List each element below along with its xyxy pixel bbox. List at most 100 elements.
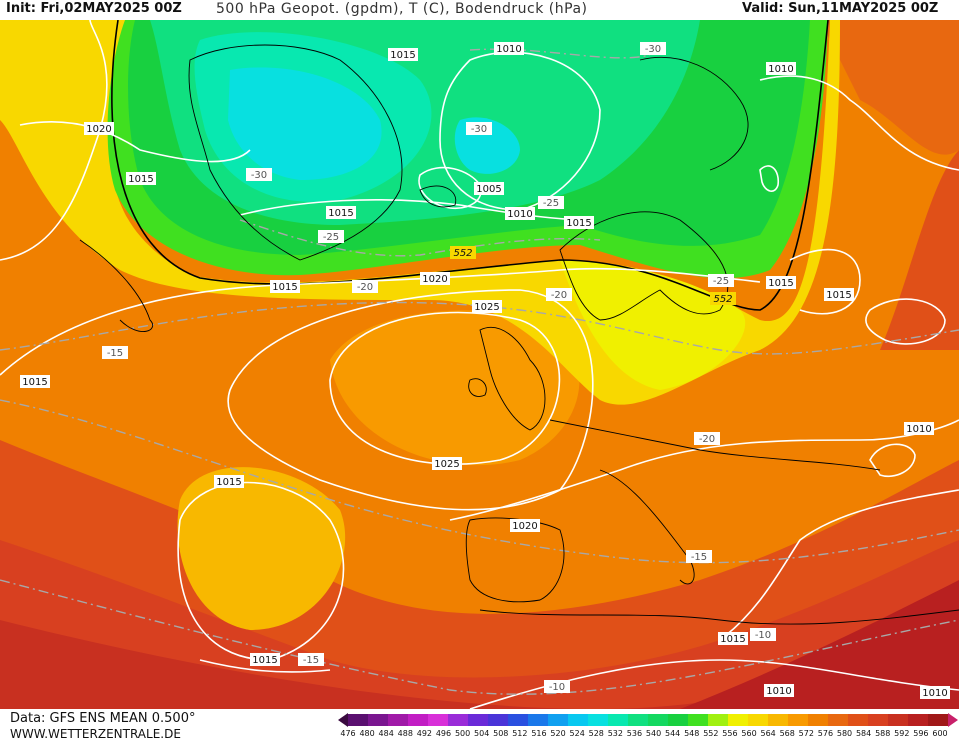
pressure-label: 1010	[766, 62, 796, 75]
isobar-1015-sw	[199, 659, 331, 673]
legend-label: 568	[779, 729, 795, 738]
legend-swatch	[888, 714, 909, 726]
contour-552	[111, 20, 829, 311]
shade-584	[0, 540, 959, 709]
legend-arrow-left	[338, 713, 348, 727]
legend-swatch	[588, 714, 609, 726]
shade-ne	[820, 20, 959, 155]
isobar-1010-ring	[869, 443, 916, 477]
temperature-label: -20	[694, 432, 720, 445]
legend-label: 600	[932, 729, 948, 738]
coast-iceland	[419, 185, 457, 208]
legend-swatch	[928, 714, 949, 726]
legend-swatch	[828, 714, 849, 726]
shade-528-greenland	[228, 67, 382, 180]
isobar-1020-inner	[227, 289, 594, 511]
pressure-label: 1015	[824, 288, 854, 301]
legend-label: 480	[359, 729, 375, 738]
pressure-label: 1015	[718, 632, 748, 645]
svg-text:1020: 1020	[512, 521, 537, 532]
legend-label: 580	[836, 729, 853, 738]
legend-label: 576	[817, 729, 834, 738]
isobar-1015-se	[719, 489, 959, 641]
shade-556-scandinavia	[560, 260, 746, 390]
legend-label: 560	[741, 729, 757, 738]
temperature-label: -10	[544, 680, 570, 693]
temperature-label: -20	[352, 280, 378, 293]
svg-text:-25: -25	[543, 198, 559, 209]
svg-text:-20: -20	[551, 290, 567, 301]
coast-ireland	[468, 378, 487, 397]
pressure-label: 1010	[904, 422, 934, 435]
legend-swatch	[608, 714, 629, 726]
svg-text:1015: 1015	[826, 290, 851, 301]
pressure-label: 1015	[270, 280, 300, 293]
pressure-label: 1025	[472, 300, 502, 313]
svg-text:1025: 1025	[474, 302, 499, 313]
temperature-label: -15	[298, 653, 324, 666]
svg-text:1010: 1010	[906, 424, 931, 435]
pressure-label: 1015	[326, 206, 356, 219]
svg-text:1010: 1010	[766, 686, 791, 697]
isobar-1015-n	[0, 267, 761, 376]
temperature-label: -25	[708, 274, 734, 287]
isotherm-m20	[0, 301, 959, 355]
weather-map: 1015 1010 1010 1020 1015 1005 1015 1010 …	[0, 20, 959, 709]
svg-text:-30: -30	[471, 124, 487, 135]
svg-text:-25: -25	[713, 276, 729, 287]
temperature-label: -30	[640, 42, 666, 55]
legend-swatch	[408, 714, 429, 726]
coast-britain	[479, 326, 546, 431]
svg-text:1015: 1015	[216, 477, 241, 488]
svg-text:1015: 1015	[252, 655, 277, 666]
pressure-label: 1015	[214, 475, 244, 488]
shade-564-atlantic	[177, 467, 346, 630]
isobar-1015-e	[789, 248, 861, 315]
pressure-label: 1020	[510, 519, 540, 532]
legend-label: 488	[397, 729, 413, 738]
temperature-label: -20	[546, 288, 572, 301]
map-footer: Data: GFS ENS MEAN 0.500° WWW.WETTERZENT…	[0, 709, 959, 741]
temperature-label: -10	[750, 628, 776, 641]
pressure-label: 1010	[764, 684, 794, 697]
isobars	[0, 20, 959, 709]
data-source: Data: GFS ENS MEAN 0.500°	[10, 711, 196, 726]
legend-label: 512	[512, 729, 528, 738]
legend-label: 596	[913, 729, 929, 738]
coast-labrador	[79, 239, 153, 332]
coast-europe	[549, 419, 881, 471]
svg-text:1010: 1010	[922, 688, 947, 699]
legend-label: 572	[798, 729, 814, 738]
height-label: 552	[710, 292, 736, 305]
svg-text:1020: 1020	[422, 274, 447, 285]
svg-text:1010: 1010	[496, 44, 521, 55]
legend-swatch	[548, 714, 569, 726]
temperature-label: -30	[466, 122, 492, 135]
legend-label: 516	[531, 729, 547, 738]
isotherm-m15	[0, 399, 959, 564]
coast-italy	[599, 469, 695, 585]
legend-label: 520	[550, 729, 566, 738]
shade-568-high	[330, 310, 580, 466]
pressure-label: 1015	[20, 375, 50, 388]
svg-text:-10: -10	[755, 630, 771, 641]
legend-swatch	[508, 714, 529, 726]
svg-text:-15: -15	[691, 552, 707, 563]
color-legend-labels: 476 480 484 488 492 496 500 504 508 512 516 520 524 5…	[340, 729, 952, 741]
svg-text:-20: -20	[699, 434, 715, 445]
legend-swatch	[868, 714, 889, 726]
isobar-1020-nw	[19, 121, 251, 163]
pressure-label: 1010	[920, 686, 950, 699]
coastlines	[79, 44, 959, 625]
temperature-label: -15	[686, 550, 712, 563]
legend-swatch	[488, 714, 509, 726]
color-legend-bar	[338, 713, 958, 727]
map-title: 500 hPa Geopot. (gpdm), T (C), Bodendruc…	[216, 1, 588, 17]
svg-text:-10: -10	[549, 682, 565, 693]
legend-swatch	[908, 714, 929, 726]
legend-label: 496	[435, 729, 452, 738]
legend-label: 540	[645, 729, 662, 738]
pressure-label: 1010	[494, 42, 524, 55]
legend-label: 552	[703, 729, 719, 738]
legend-swatch	[448, 714, 469, 726]
